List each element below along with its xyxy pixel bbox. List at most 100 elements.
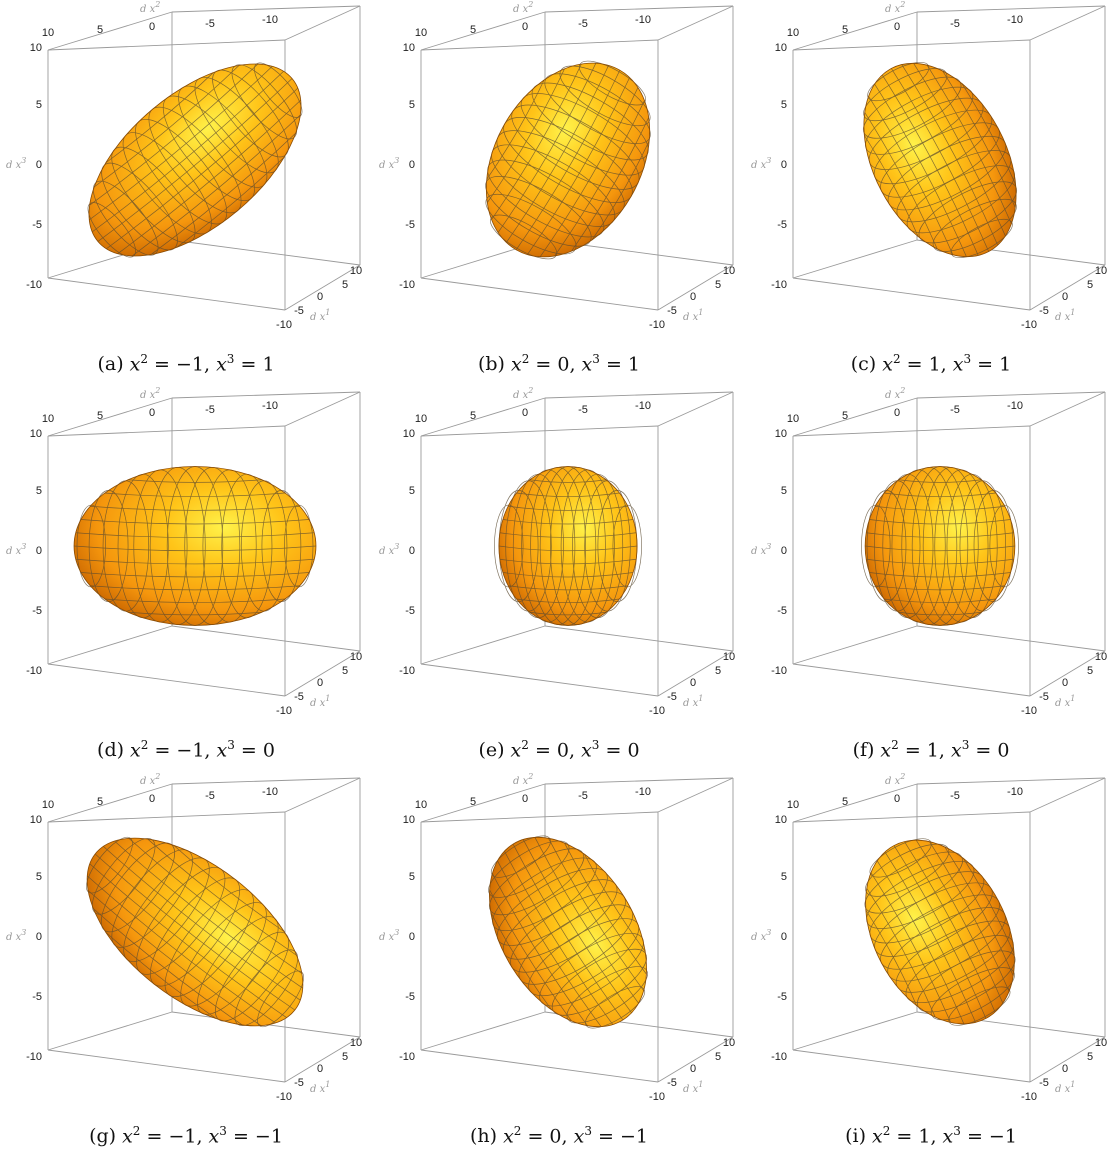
caption-x3-value: = 1 [977, 353, 1012, 376]
caption-var: x [130, 739, 141, 762]
tick-label-dx1: 0 [317, 1063, 323, 1075]
axis-label-dx1: d x1 [310, 308, 330, 323]
tick-label-dx3: 10 [403, 428, 415, 440]
caption-label: (i) [845, 1125, 866, 1148]
axis-label-dx1: d x1 [683, 694, 703, 709]
tick-label-dx1: -10 [649, 1091, 665, 1103]
tick-label-dx1: 5 [715, 1051, 721, 1063]
tick-label-dx1: 5 [342, 665, 348, 677]
tick-label-dx3: -5 [405, 991, 415, 1003]
tick-label-dx1: 10 [723, 265, 735, 277]
tick-label-dx3: 0 [36, 159, 42, 171]
tick-label-dx3: -10 [771, 1051, 787, 1063]
caption-x3-value: = 1 [240, 353, 275, 376]
tick-label-dx1: 0 [690, 291, 696, 303]
tick-label-dx1: 0 [317, 677, 323, 689]
tick-label-dx2: 10 [42, 799, 54, 811]
tick-label-dx2: -10 [635, 14, 651, 26]
tick-label-dx3: 10 [30, 428, 42, 440]
subfigure-panel: 10 5 0 -5 -10 10 5 0 -5 -10 10 5 0 -5 -10 d x2 d x3 d x1(… [0, 386, 372, 772]
tick-label-dx2: -10 [635, 400, 651, 412]
caption-x3-value: = −1 [598, 1125, 648, 1148]
caption-var: x [950, 739, 962, 762]
tick-label-dx1: -10 [276, 1091, 292, 1103]
tick-label-dx2: 0 [894, 21, 900, 33]
tick-label-dx3: 5 [36, 485, 42, 497]
tick-label-dx1: 0 [690, 1063, 696, 1075]
caption-var: x [510, 739, 522, 762]
tick-label-dx2: 5 [842, 796, 848, 808]
tick-label-dx2: 5 [97, 796, 103, 808]
tick-label-dx1: 10 [1095, 1037, 1107, 1049]
caption-label: (e) [478, 739, 505, 762]
tick-label-dx2: -5 [578, 18, 588, 30]
tick-label-dx3: 0 [36, 931, 42, 943]
tick-label-dx3: 5 [409, 871, 415, 883]
axis-label-dx3: d x3 [379, 156, 399, 171]
tick-label-dx3: 5 [781, 485, 787, 497]
tick-label-dx2: 10 [787, 27, 799, 39]
axis-label-dx1: d x1 [1055, 308, 1075, 323]
tick-label-dx2: 0 [522, 21, 528, 33]
ellipsoid-surface [86, 836, 304, 1028]
tick-label-dx1: 10 [350, 651, 362, 663]
tick-label-dx3: -5 [777, 991, 787, 1003]
tick-label-dx2: 5 [97, 410, 103, 422]
tick-label-dx1: 10 [723, 651, 735, 663]
subfigure-panel: 10 5 0 -5 -10 10 5 0 -5 -10 10 5 0 -5 -10 d x2 d x3 d x1(… [745, 772, 1117, 1158]
tick-label-dx1: -10 [649, 705, 665, 717]
bounding-box [420, 777, 734, 1083]
tick-label-dx2: 10 [787, 799, 799, 811]
tick-label-dx2: 0 [149, 793, 155, 805]
tick-label-dx3: 0 [36, 545, 42, 557]
caption-label: (f) [852, 739, 875, 762]
tick-label-dx1: 0 [690, 677, 696, 689]
caption-var: x [880, 739, 892, 762]
axis-label-dx1: d x1 [1055, 1080, 1075, 1095]
axis-label-dx2: d x2 [513, 0, 533, 15]
tick-label-dx2: 10 [42, 27, 54, 39]
subfigure-panel: 10 5 0 -5 -10 10 5 0 -5 -10 10 5 0 -5 -10 d x2 d x3 d x1(… [0, 772, 372, 1158]
caption-x2-value: = −1, [146, 1125, 203, 1148]
subfigure-panel: 10 5 0 -5 -10 10 5 0 -5 -10 10 5 0 -5 -10 d x2 d x3 d x1(… [745, 386, 1117, 772]
axis-label-dx2: d x2 [513, 386, 533, 401]
caption-var: x [581, 353, 593, 376]
caption-x2-value: = 1, [904, 739, 945, 762]
tick-label-dx1: 5 [715, 279, 721, 291]
tick-label-dx1: -5 [294, 691, 304, 703]
tick-label-dx3: 10 [30, 42, 42, 54]
tick-label-dx1: -10 [1021, 705, 1037, 717]
ellipsoid-surface [73, 466, 317, 626]
tick-label-dx2: -5 [205, 404, 215, 416]
tick-label-dx1: 0 [1062, 1063, 1068, 1075]
subfigure-caption: (c) x2 = 1, x3 = 1 [850, 352, 1012, 376]
axis-label-dx1: d x1 [310, 694, 330, 709]
caption-x2-value: = 1, [906, 353, 947, 376]
subfigure-caption: (d) x2 = −1, x3 = 0 [97, 738, 275, 762]
caption-label: (d) [97, 739, 125, 762]
ellipsoid-surface [861, 466, 1019, 626]
axis-label-dx3: d x3 [6, 156, 26, 171]
caption-x2-value: = −1, [154, 739, 211, 762]
tick-label-dx2: -10 [1007, 400, 1023, 412]
ellipsoid-surface [864, 838, 1016, 1026]
tick-label-dx3: -10 [26, 665, 42, 677]
caption-var: x [216, 353, 227, 376]
tick-label-dx2: -10 [635, 786, 651, 798]
tick-label-dx2: -10 [262, 786, 278, 798]
caption-x3-value: = 0 [240, 739, 275, 762]
tick-label-dx2: 10 [787, 413, 799, 425]
subfigure-caption: (g) x2 = −1, x3 = −1 [89, 1124, 283, 1148]
caption-label: (a) [97, 353, 124, 376]
tick-label-dx3: -10 [399, 1051, 415, 1063]
axis-label-dx1: d x1 [683, 1080, 703, 1095]
tick-label-dx2: 10 [415, 799, 427, 811]
caption-x2-value: = 0, [534, 739, 576, 762]
tick-label-dx1: -5 [1039, 1077, 1049, 1089]
tick-label-dx2: 10 [415, 27, 427, 39]
tick-label-dx1: 10 [1095, 651, 1107, 663]
